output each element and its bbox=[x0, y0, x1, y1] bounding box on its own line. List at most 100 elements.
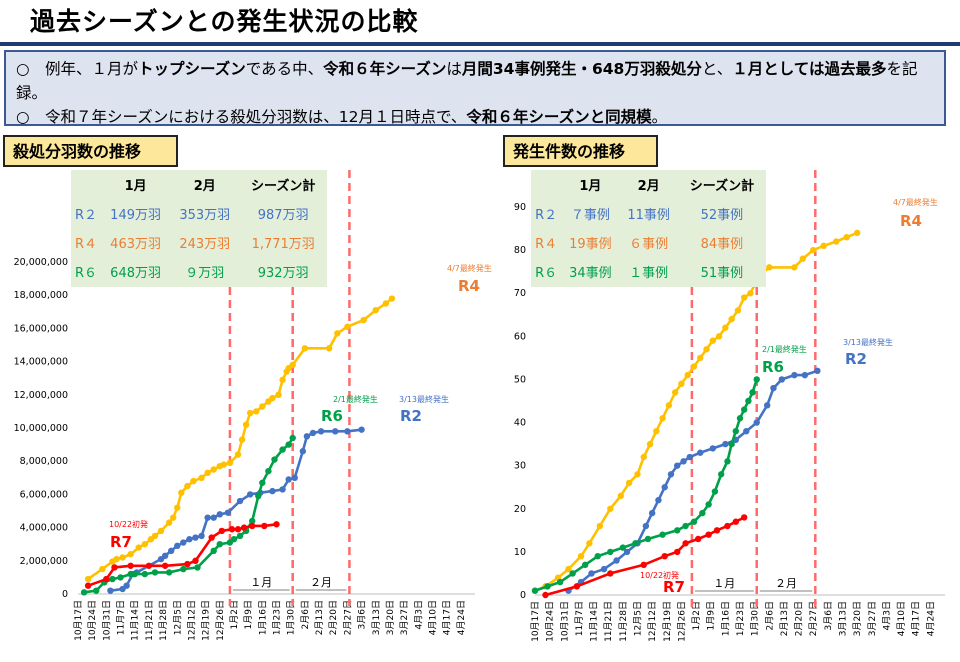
table-cell-feb: ６事例 bbox=[629, 237, 669, 252]
x-tick-label: 11月7日 bbox=[116, 600, 127, 635]
data-point-R6 bbox=[569, 570, 576, 577]
data-point-R4 bbox=[242, 421, 250, 428]
x-tick-label: 12月5日 bbox=[172, 600, 183, 635]
y-tick-label: 16,000,000 bbox=[14, 323, 68, 334]
data-point-R7 bbox=[192, 557, 199, 564]
data-point-R2 bbox=[269, 487, 276, 495]
data-point-R6 bbox=[594, 553, 601, 560]
data-point-R7 bbox=[218, 527, 226, 535]
data-point-R4 bbox=[703, 346, 710, 353]
data-point-R7 bbox=[111, 564, 118, 571]
data-point-R7 bbox=[228, 526, 236, 533]
data-point-R2 bbox=[332, 428, 339, 435]
data-point-R4 bbox=[253, 408, 260, 415]
data-point-R2 bbox=[661, 484, 668, 491]
data-point-R7 bbox=[234, 526, 242, 533]
x-tick-label: 3月27日 bbox=[867, 601, 878, 636]
series-line-R6 bbox=[534, 379, 758, 592]
data-point-R6 bbox=[644, 535, 652, 543]
x-tick-label: 11月14日 bbox=[130, 600, 141, 641]
table-cell-total: 932万羽 bbox=[257, 266, 309, 281]
data-point-R6 bbox=[728, 440, 735, 448]
data-point-R6 bbox=[80, 589, 88, 596]
table-cell-season: R２ bbox=[535, 208, 558, 223]
y-tick-label: 10,000,000 bbox=[14, 423, 68, 434]
y-tick-label: 50 bbox=[514, 374, 526, 385]
data-point-R2 bbox=[722, 440, 729, 448]
y-tick-label: 70 bbox=[514, 288, 526, 299]
data-point-R2 bbox=[680, 458, 687, 465]
data-point-R6 bbox=[289, 434, 296, 442]
table-cell-jan: 463万羽 bbox=[110, 237, 161, 252]
table-cell-season: R６ bbox=[535, 266, 558, 281]
data-point-R4 bbox=[141, 541, 149, 548]
series-line-R7 bbox=[87, 523, 277, 587]
data-point-R4 bbox=[226, 459, 234, 467]
data-point-R6 bbox=[216, 541, 223, 548]
data-point-R6 bbox=[230, 536, 238, 543]
x-tick-label: 4月10日 bbox=[427, 600, 438, 635]
data-point-R6 bbox=[556, 578, 564, 586]
series-line-R2 bbox=[567, 369, 818, 592]
x-tick-label: 2月27日 bbox=[342, 600, 353, 635]
y-tick-label: 12,000,000 bbox=[14, 390, 68, 401]
data-point-R4 bbox=[697, 354, 704, 362]
data-point-R7 bbox=[607, 570, 614, 577]
x-tick-label: 2月13日 bbox=[779, 601, 790, 636]
data-point-R6 bbox=[736, 415, 744, 422]
month-span-label: ２月 bbox=[310, 576, 332, 589]
data-point-R4 bbox=[810, 246, 817, 254]
data-point-R4 bbox=[388, 295, 396, 302]
x-tick-label: 12月12日 bbox=[647, 601, 658, 642]
x-tick-label: 1月16日 bbox=[257, 600, 268, 635]
table-header bbox=[71, 170, 101, 199]
summary-text: は bbox=[446, 60, 462, 78]
y-tick-label: 8,000,000 bbox=[20, 456, 68, 467]
table-cell-total: 1,771万羽 bbox=[251, 237, 315, 252]
data-point-R7 bbox=[161, 562, 169, 569]
data-point-R2 bbox=[801, 371, 809, 379]
data-point-R6 bbox=[271, 456, 278, 463]
data-point-R6 bbox=[724, 458, 731, 465]
y-tick-label: 90 bbox=[514, 202, 526, 213]
series-note-R4: 4/7最終発生 bbox=[447, 263, 492, 273]
data-point-R7 bbox=[127, 562, 134, 569]
summary-text: を記録。 bbox=[16, 60, 918, 102]
y-tick-label: 80 bbox=[514, 245, 526, 256]
data-point-R4 bbox=[246, 409, 254, 417]
x-tick-label: 11月21日 bbox=[144, 600, 155, 641]
x-tick-label: 11月28日 bbox=[618, 601, 629, 642]
data-point-R7 bbox=[145, 562, 153, 569]
table-header: 1月 bbox=[124, 179, 147, 194]
data-point-R4 bbox=[833, 238, 840, 245]
data-point-R4 bbox=[799, 255, 806, 262]
data-point-R7 bbox=[573, 583, 581, 590]
x-tick-label: 4月10日 bbox=[896, 601, 907, 636]
series-label-R7: R7 bbox=[110, 533, 132, 551]
data-point-R2 bbox=[123, 582, 130, 589]
summary-text: 月間34事例発生・648万羽殺処分 bbox=[461, 60, 702, 78]
x-tick-label: 12月19日 bbox=[662, 601, 673, 642]
table-cell-feb: 11事例 bbox=[627, 208, 670, 223]
x-tick-label: 2月6日 bbox=[764, 601, 775, 630]
data-point-R4 bbox=[99, 565, 106, 573]
table-header: 2月 bbox=[193, 179, 216, 194]
data-point-R6 bbox=[194, 564, 201, 571]
summary-text: である中、 bbox=[245, 60, 324, 78]
x-tick-label: 10月17日 bbox=[530, 601, 541, 642]
data-point-R4 bbox=[198, 474, 205, 481]
data-point-R4 bbox=[360, 316, 367, 324]
data-point-R4 bbox=[728, 315, 735, 323]
data-point-R6 bbox=[109, 575, 116, 583]
data-point-R6 bbox=[711, 488, 719, 495]
data-point-R2 bbox=[667, 471, 675, 478]
data-point-R7 bbox=[732, 518, 740, 525]
data-point-R2 bbox=[279, 486, 286, 493]
data-point-R4 bbox=[715, 333, 723, 340]
data-point-R6 bbox=[531, 587, 539, 594]
data-point-R6 bbox=[165, 569, 173, 576]
y-tick-label: 18,000,000 bbox=[14, 290, 68, 301]
series-label-R4: R4 bbox=[458, 277, 480, 295]
table-cell-jan: ７事例 bbox=[570, 208, 610, 223]
data-point-R7 bbox=[705, 531, 712, 538]
